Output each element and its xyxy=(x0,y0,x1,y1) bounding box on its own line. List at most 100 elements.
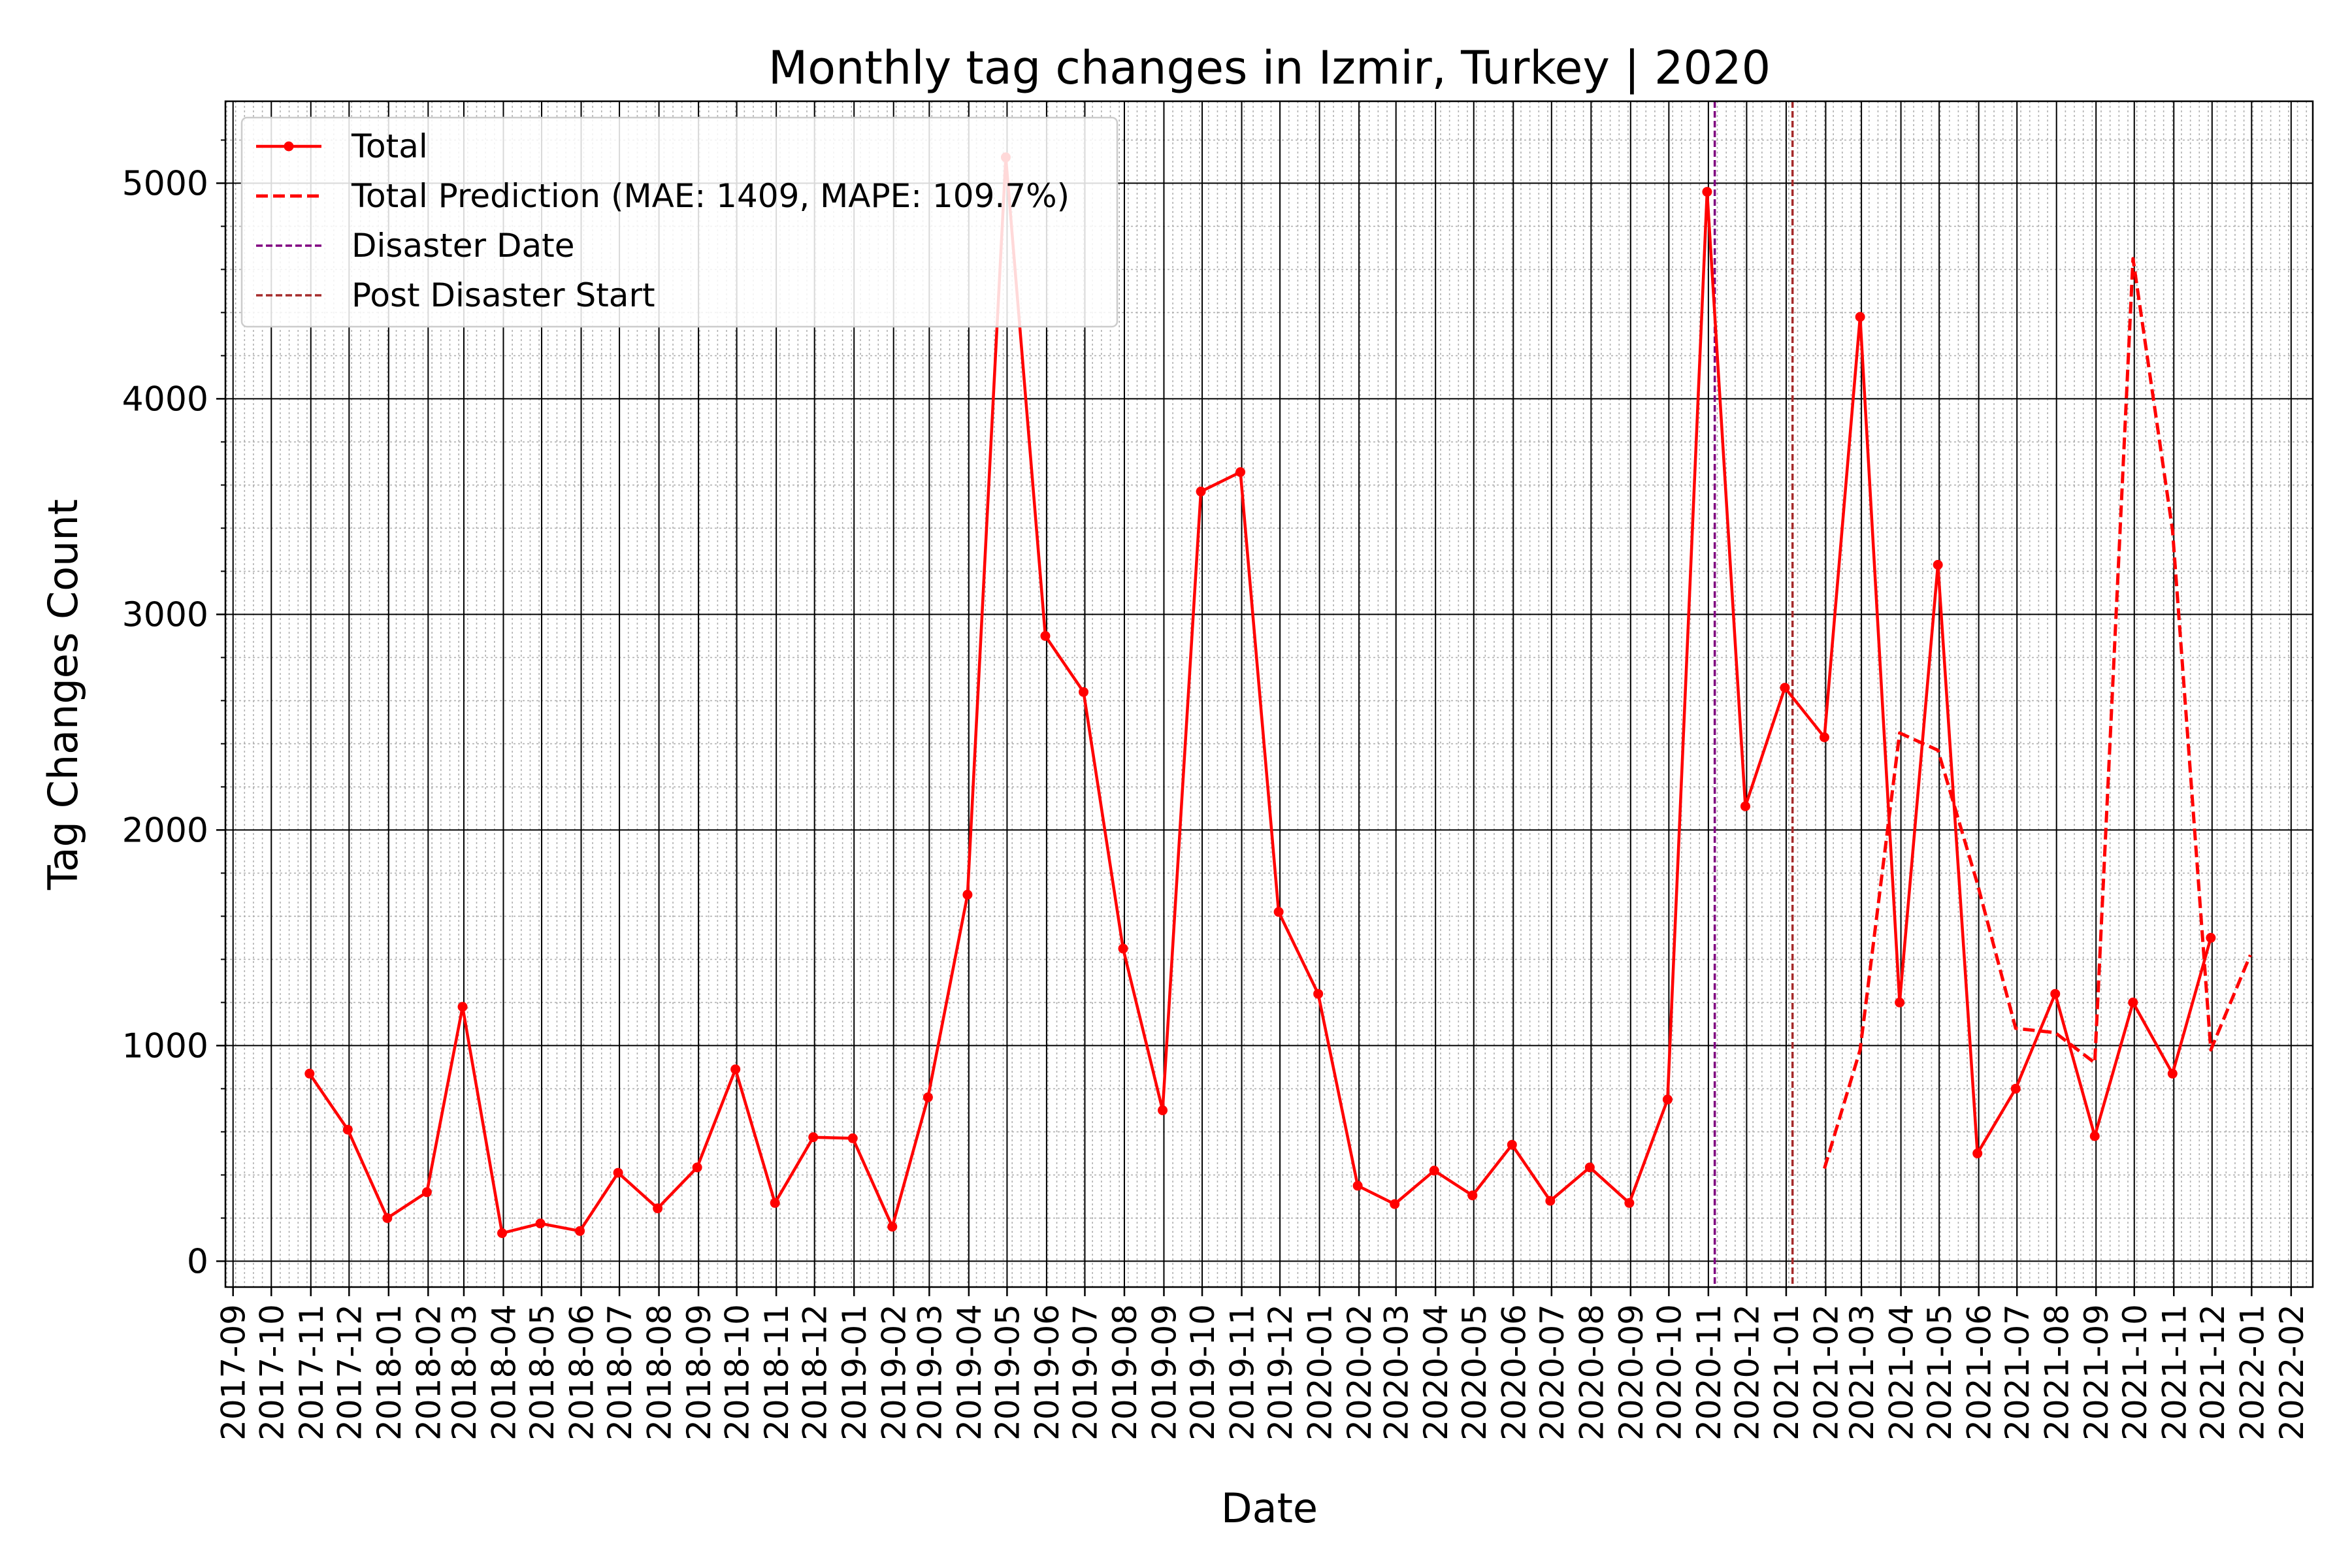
x-tick-label: 2017-09 xyxy=(215,1304,253,1441)
x-tick-label: 2020-03 xyxy=(1378,1304,1416,1441)
total-data-point xyxy=(1196,486,1206,497)
plot-frame xyxy=(224,100,2314,1288)
total-data-point xyxy=(1390,1199,1400,1209)
x-tick-label: 2020-05 xyxy=(1456,1304,1494,1441)
x-tick-label: 2021-01 xyxy=(1768,1304,1806,1441)
total-data-point xyxy=(421,1187,432,1198)
x-tick-label: 2021-08 xyxy=(2038,1304,2076,1441)
total-data-point xyxy=(887,1222,898,1232)
total-data-point xyxy=(2089,1131,2100,1141)
legend-total-label: Total xyxy=(351,127,428,165)
x-tick-label: 2021-12 xyxy=(2194,1304,2232,1441)
total-data-point xyxy=(1662,1094,1673,1105)
x-tick-label: 2021-02 xyxy=(1807,1304,1845,1441)
total-data-point xyxy=(730,1064,741,1075)
total-data-point xyxy=(1933,560,1943,570)
x-tick-label: 2020-11 xyxy=(1690,1304,1728,1441)
legend-prediction-label: Total Prediction (MAE: 1409, MAPE: 109.7… xyxy=(351,177,1070,215)
x-tick-label: 2020-04 xyxy=(1417,1304,1455,1441)
total-data-point xyxy=(1624,1198,1635,1208)
x-tick-label: 2019-03 xyxy=(911,1304,949,1441)
y-tick-label: 3000 xyxy=(122,595,208,634)
x-tick-label: 2017-11 xyxy=(293,1304,331,1441)
x-tick-label: 2021-05 xyxy=(1921,1304,1959,1441)
x-tick-label: 2018-03 xyxy=(446,1304,483,1441)
x-tick-label: 2020-02 xyxy=(1341,1304,1379,1441)
total-series-line xyxy=(308,155,2213,1235)
x-tick-label: 2019-04 xyxy=(951,1304,988,1441)
y-tick-label: 2000 xyxy=(122,811,208,850)
y-axis-label: Tag Changes Count xyxy=(39,499,87,890)
total-data-point xyxy=(1158,1105,1168,1115)
x-tick-label: 2018-08 xyxy=(641,1304,679,1441)
total-data-point xyxy=(1819,732,1829,742)
x-tick-label: 2019-11 xyxy=(1224,1304,1262,1441)
total-data-point xyxy=(1895,997,1905,1007)
total-data-point xyxy=(1702,187,1712,197)
x-tick-label: 2020-12 xyxy=(1728,1304,1766,1441)
total-data-point xyxy=(1972,1148,1983,1158)
total-data-point xyxy=(1235,467,1246,478)
x-tick-label: 2020-07 xyxy=(1533,1304,1571,1441)
x-tick-label: 2019-12 xyxy=(1262,1304,1299,1441)
x-tick-label: 2021-07 xyxy=(1999,1304,2036,1441)
total-data-point xyxy=(575,1226,585,1236)
total-data-point xyxy=(1740,801,1750,811)
x-tick-label: 2022-02 xyxy=(2273,1304,2311,1441)
x-tick-label: 2020-06 xyxy=(1495,1304,1533,1441)
total-data-point xyxy=(1079,687,1089,697)
x-tick-label: 2021-10 xyxy=(2116,1304,2154,1441)
x-tick-label: 2017-12 xyxy=(331,1304,368,1441)
x-tick-label: 2018-04 xyxy=(485,1304,523,1441)
x-tick-label: 2019-09 xyxy=(1145,1304,1183,1441)
total-data-point xyxy=(1467,1190,1478,1201)
total-data-point xyxy=(1545,1196,1556,1206)
x-tick-label: 2020-01 xyxy=(1301,1304,1339,1441)
x-tick-label: 2018-11 xyxy=(758,1304,796,1441)
total-data-point xyxy=(847,1133,858,1143)
x-tick-label: 2022-01 xyxy=(2233,1304,2271,1441)
y-tick-label: 4000 xyxy=(122,380,208,419)
total-data-point xyxy=(1273,907,1284,917)
total-data-point xyxy=(342,1124,353,1135)
x-tick-label: 2019-05 xyxy=(988,1304,1026,1441)
total-data-point xyxy=(304,1068,315,1079)
series xyxy=(304,152,2252,1238)
total-data-point xyxy=(1855,312,1865,322)
prediction-series-line xyxy=(1823,257,2252,1169)
total-data-point xyxy=(692,1162,702,1173)
total-data-point xyxy=(1584,1162,1595,1173)
x-tick-label: 2019-07 xyxy=(1066,1304,1104,1441)
total-data-point xyxy=(2050,988,2061,999)
total-data-point xyxy=(1040,630,1051,641)
x-tick-label: 2020-09 xyxy=(1612,1304,1650,1441)
legend-post-disaster-start-label: Post Disaster Start xyxy=(351,276,655,314)
y-tick-label: 5000 xyxy=(122,164,208,203)
x-tick-label: 2018-07 xyxy=(601,1304,639,1441)
legend: Total Total Prediction (MAE: 1409, MAPE: … xyxy=(240,116,1119,328)
total-data-point xyxy=(613,1168,623,1178)
x-tick-label: 2019-02 xyxy=(875,1304,913,1441)
total-data-point xyxy=(962,889,973,900)
chart-title: Monthly tag changes in Izmir, Turkey | 2… xyxy=(768,41,1771,95)
legend-box xyxy=(240,116,1119,328)
y-tick-label: 0 xyxy=(187,1242,208,1281)
x-tick-label: 2018-06 xyxy=(563,1304,601,1441)
total-data-point xyxy=(2010,1083,2021,1094)
x-tick-label: 2020-08 xyxy=(1573,1304,1610,1441)
legend-disaster-date-label: Disaster Date xyxy=(351,227,574,265)
x-tick-label: 2019-08 xyxy=(1106,1304,1144,1441)
total-data-point xyxy=(653,1203,663,1214)
total-data-point xyxy=(1352,1181,1363,1191)
x-tick-label: 2017-10 xyxy=(253,1304,291,1441)
total-data-point xyxy=(2128,997,2138,1007)
x-tick-label: 2020-10 xyxy=(1650,1304,1688,1441)
total-data-point xyxy=(497,1228,508,1238)
x-tick-label: 2021-11 xyxy=(2155,1304,2193,1441)
x-tick-label: 2021-06 xyxy=(1961,1304,1999,1441)
total-data-point xyxy=(1313,988,1324,999)
x-tick-label: 2018-01 xyxy=(370,1304,408,1441)
x-tick-label: 2019-06 xyxy=(1028,1304,1066,1441)
x-tick-label: 2018-02 xyxy=(410,1304,448,1441)
